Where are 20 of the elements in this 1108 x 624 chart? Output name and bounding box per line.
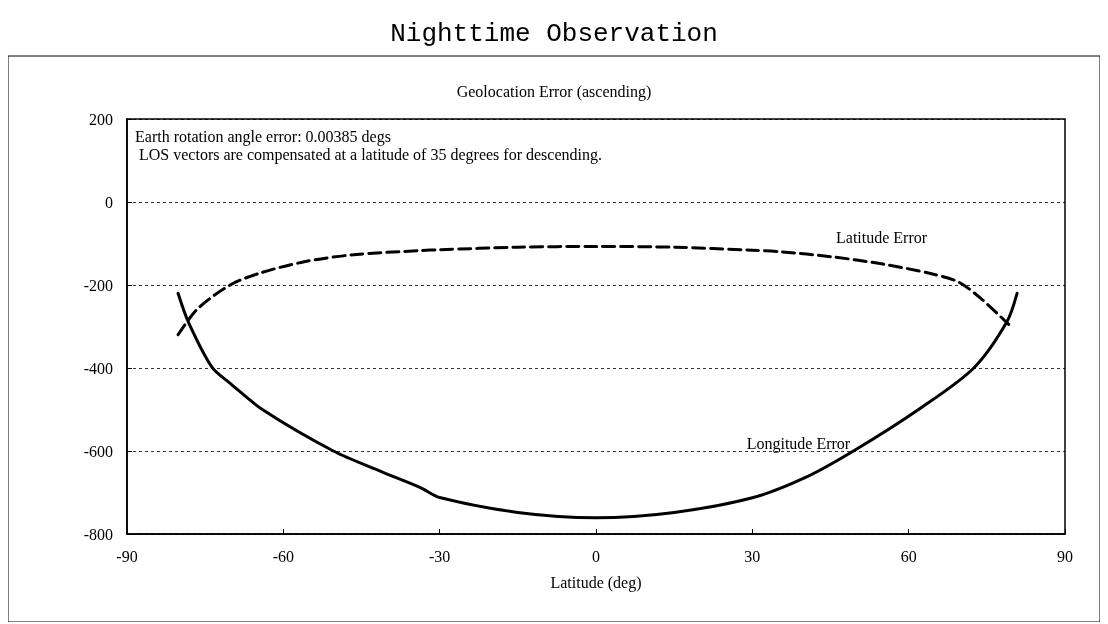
- x-tick-label: 30: [744, 547, 761, 565]
- y-tick-label: 0: [105, 193, 113, 211]
- x-axis-title: Latitude (deg): [550, 573, 642, 592]
- chart-title: Nighttime Observation: [390, 19, 718, 49]
- series-label: Longitude Error: [746, 434, 851, 453]
- x-tick-label: -90: [116, 547, 138, 565]
- annotation: LOS vectors are compensated at a latitude of 35 degrees for descending.: [135, 145, 602, 164]
- annotation: Earth rotation angle error: 0.00385 degs: [135, 127, 391, 146]
- y-tick-label: -400: [83, 359, 113, 377]
- x-tick-label: 90: [1057, 547, 1073, 565]
- y-tick-label: -800: [83, 525, 113, 543]
- x-tick-label: 60: [900, 547, 917, 565]
- series-label: Latitude Error: [836, 229, 928, 247]
- x-tick-label: -60: [272, 547, 294, 565]
- chart-subtitle: Geolocation Error (ascending): [456, 82, 652, 101]
- y-tick-label: 200: [89, 110, 113, 128]
- y-tick-label: -600: [83, 442, 113, 460]
- y-tick-label: -200: [83, 276, 113, 294]
- x-tick-label: 0: [592, 547, 600, 565]
- x-tick-label: -30: [429, 547, 451, 565]
